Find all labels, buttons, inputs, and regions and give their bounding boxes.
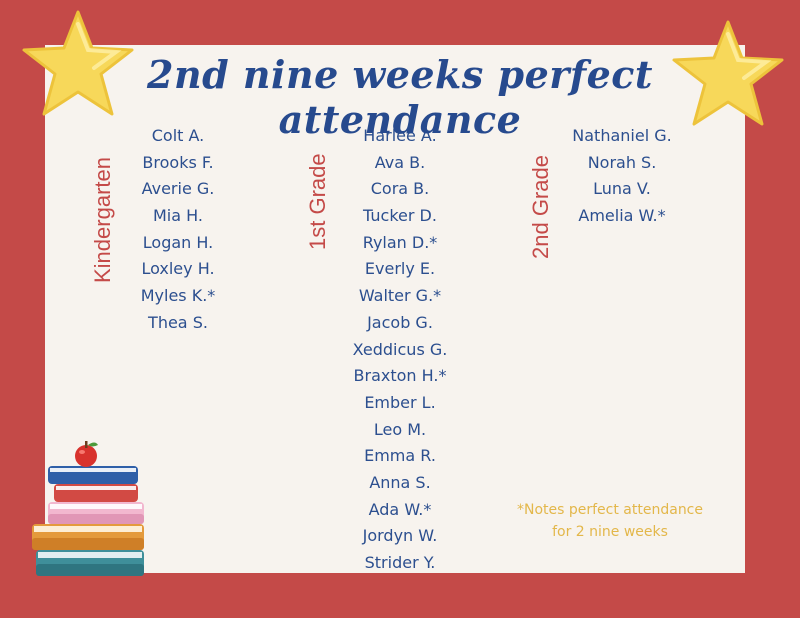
list-item: Anna S. (369, 472, 431, 492)
list-item: Jordyn W. (362, 526, 438, 546)
list-item: Ava B. (374, 152, 426, 172)
list-item: Jacob G. (367, 312, 433, 332)
1st-grade-name-list: Harlee A. Ava B. Cora B. Tucker D. Rylan… (325, 123, 475, 577)
kindergarten-name-list: Colt A. Brooks F. Averie G. Mia H. Logan… (103, 123, 253, 337)
list-item: Ember L. (364, 392, 436, 412)
list-item: Strider Y. (364, 553, 436, 572)
list-item: Amelia W.* (578, 206, 666, 226)
list-item: Emma R. (364, 446, 436, 466)
star-icon (22, 10, 134, 116)
list-item: Harlee A. (363, 126, 437, 145)
list-item: Walter G.* (358, 286, 442, 306)
list-item: Nathaniel G. (572, 126, 672, 145)
page-title: 2nd nine weeks perfect attendance (147, 52, 653, 142)
footnote-line-1: *Notes perfect attendance (516, 502, 703, 518)
footnote: *Notes perfect attendance for 2 nine wee… (505, 499, 715, 543)
list-item: Loxley H. (141, 259, 215, 279)
list-item: Colt A. (151, 126, 205, 145)
list-item: Ada W.* (368, 499, 432, 519)
list-item: Myles K.* (140, 286, 216, 306)
list-item: Xeddicus G. (352, 339, 448, 359)
attendance-card (45, 45, 745, 573)
list-item: Norah S. (587, 152, 657, 172)
footnote-line-2: for 2 nine weeks (552, 524, 668, 540)
list-item: Leo M. (373, 419, 427, 439)
list-item: Rylan D.* (362, 232, 438, 252)
star-icon (672, 20, 784, 126)
books-with-apple-icon (32, 441, 144, 576)
list-item: Logan H. (142, 232, 214, 252)
list-item: Thea S. (148, 312, 208, 332)
list-item: Mia H. (153, 206, 203, 226)
list-item: Luna V. (593, 179, 651, 199)
list-item: Averie G. (141, 179, 215, 199)
list-item: Cora B. (370, 179, 430, 199)
2nd-grade-name-list: Nathaniel G. Norah S. Luna V. Amelia W.* (547, 123, 697, 230)
list-item: Everly E. (364, 259, 436, 279)
list-item: Tucker D. (363, 206, 437, 226)
list-item: Braxton H.* (353, 366, 447, 386)
list-item: Brooks F. (142, 152, 214, 172)
